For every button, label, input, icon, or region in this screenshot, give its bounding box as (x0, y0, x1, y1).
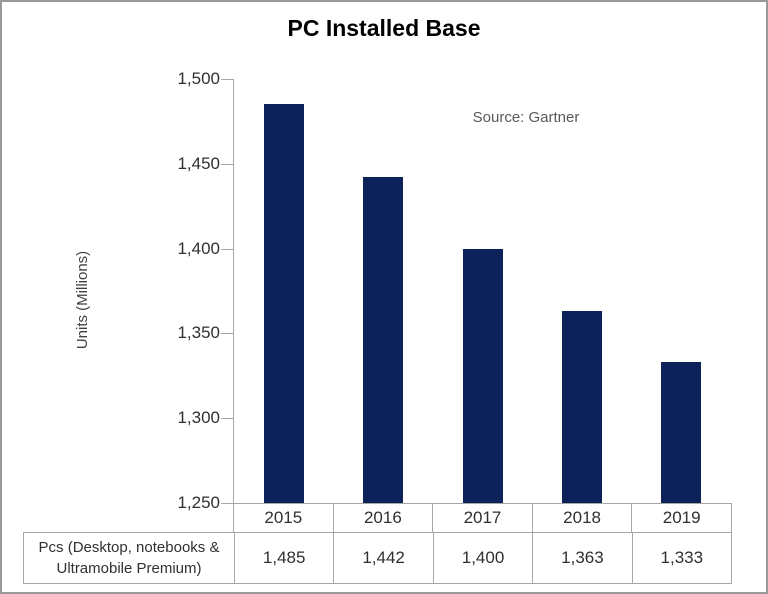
y-tick-label: 1,500 (177, 69, 220, 88)
data-table-row: Pcs (Desktop, notebooks & Ultramobile Pr… (23, 532, 733, 584)
y-axis-line (233, 79, 234, 503)
bar-2019 (661, 362, 701, 503)
series-label-line: Ultramobile Premium) (56, 560, 202, 577)
category-row: 2015 2016 2017 2018 2019 (233, 503, 732, 532)
bar-2017 (463, 249, 503, 503)
category-cell: 2019 (632, 504, 732, 532)
series-label-cell: Pcs (Desktop, notebooks & Ultramobile Pr… (24, 533, 235, 583)
value-cell: 1,485 (235, 533, 335, 583)
value-cell: 1,442 (334, 533, 434, 583)
value-cell: 1,400 (434, 533, 534, 583)
y-axis: 1,500 1,450 1,400 1,350 1,300 1,250 (2, 70, 233, 512)
y-tick-label: 1,350 (177, 323, 220, 343)
y-tick-label: 1,300 (177, 408, 220, 428)
y-tick-mark (221, 418, 233, 420)
plot-area (234, 79, 731, 503)
category-cell: 2016 (334, 504, 434, 532)
y-tick-label: 1,450 (177, 153, 220, 173)
category-cell: 2015 (234, 504, 334, 532)
bar-2015 (264, 104, 304, 503)
value-cell: 1,363 (533, 533, 633, 583)
y-tick-mark (221, 248, 233, 250)
bar-2016 (363, 177, 403, 503)
category-cell: 2017 (433, 504, 533, 532)
y-tick-mark (221, 333, 233, 335)
bar-2018 (562, 311, 602, 503)
value-cell: 1,333 (633, 533, 733, 583)
y-tick-mark (221, 163, 233, 165)
chart-title: PC Installed Base (287, 15, 481, 41)
y-tick-label: 1,400 (177, 238, 220, 258)
series-label-line: Pcs (Desktop, notebooks & (38, 539, 220, 556)
y-tick-label: 1,250 (177, 493, 220, 512)
y-tick-mark (221, 79, 233, 80)
source-note: Source: Gartner (472, 109, 580, 126)
category-cell: 2018 (533, 504, 633, 532)
y-tick-mark (221, 503, 233, 504)
